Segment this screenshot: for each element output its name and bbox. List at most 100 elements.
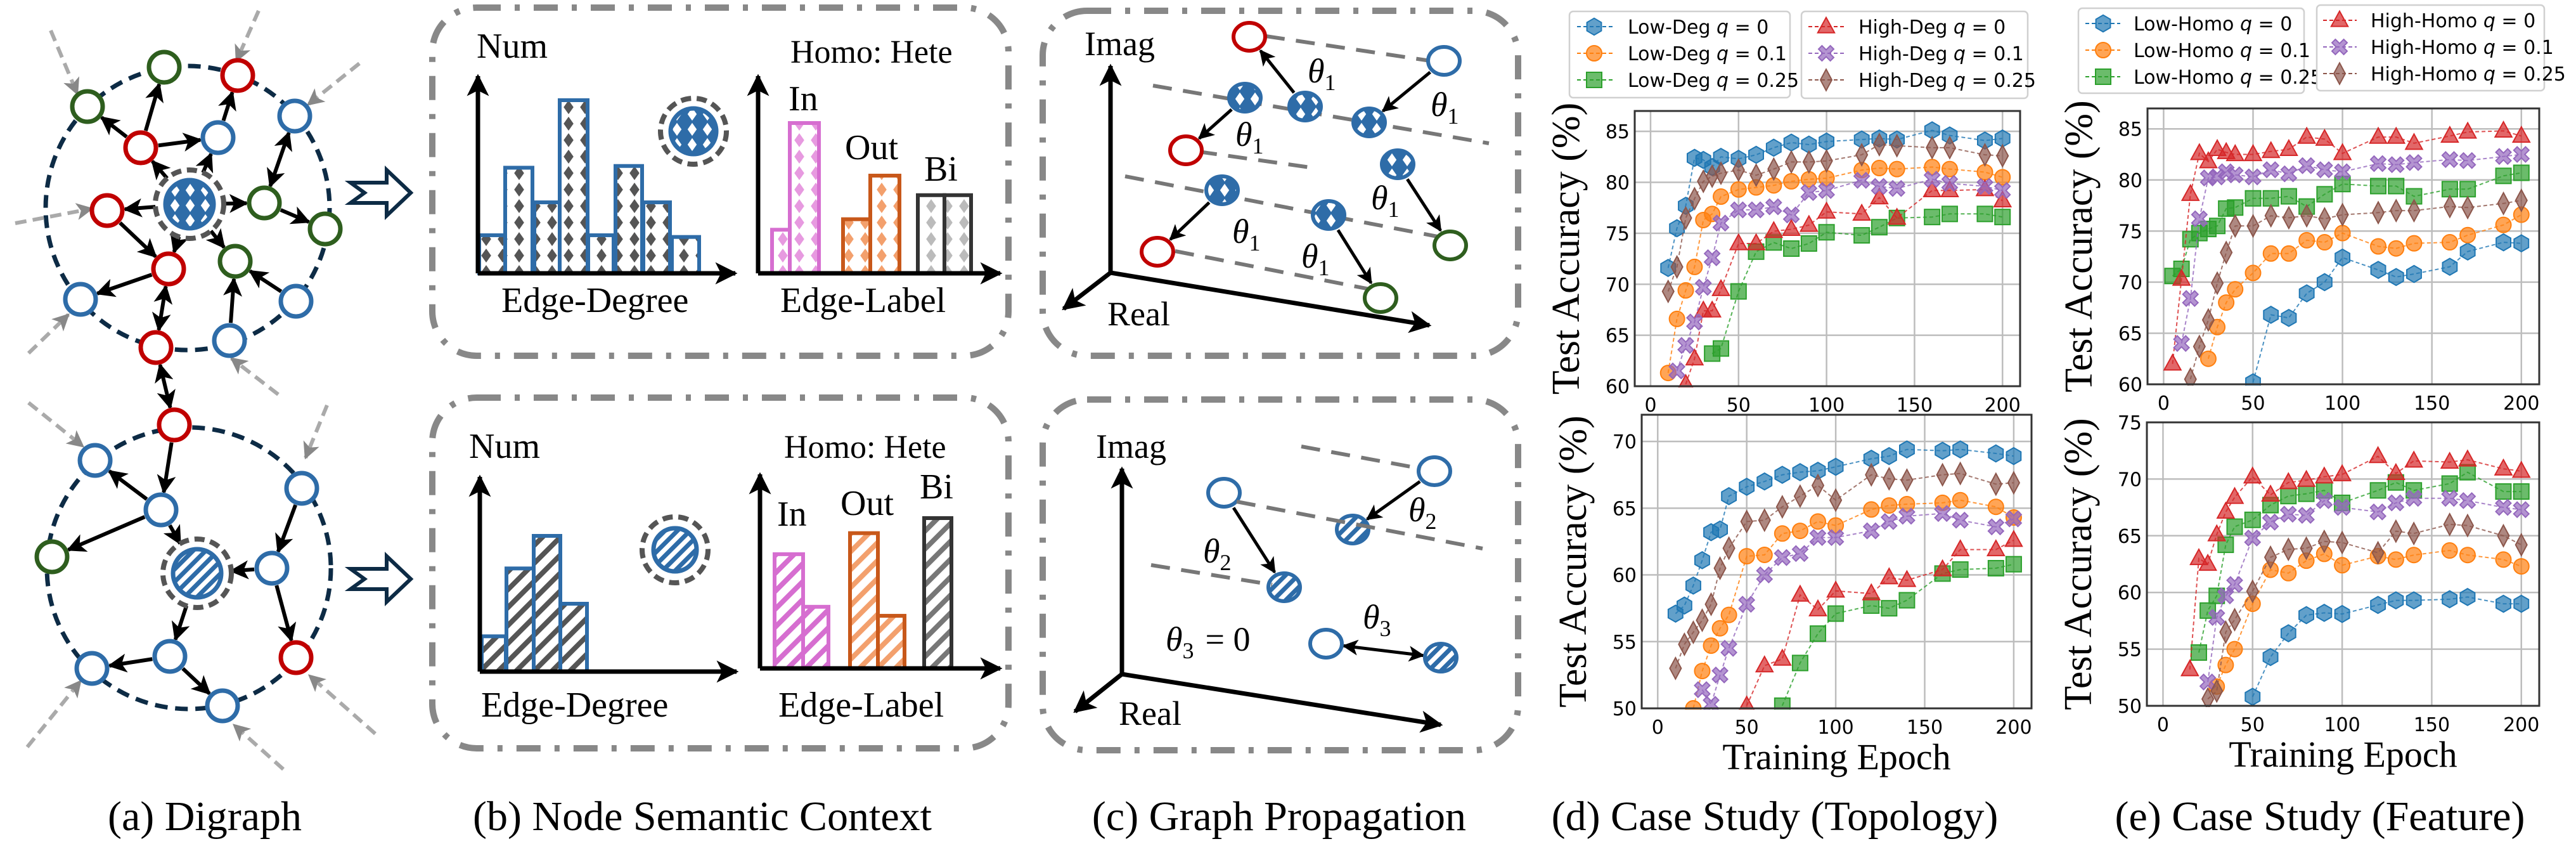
data-point — [2458, 449, 2477, 467]
y-axis-label: Test Accuracy (%) — [1545, 103, 1588, 394]
degree-bar — [586, 233, 615, 276]
incoming-edge-arrow — [49, 29, 80, 96]
data-point — [1987, 498, 2004, 516]
real-axis-label: Real — [1107, 295, 1170, 333]
data-point — [2282, 205, 2296, 230]
data-point — [2210, 679, 2224, 703]
legend-label: High-Deg q = 0.25 — [1858, 70, 2036, 92]
data-point — [2199, 350, 2217, 367]
data-point — [1712, 214, 1730, 232]
legend-item: Low-Homo q = 0 — [2085, 13, 2292, 36]
legend-marker — [2331, 38, 2348, 56]
data-point — [2370, 595, 2386, 615]
phase-plane-line — [1197, 150, 1315, 170]
graph-node — [217, 244, 253, 279]
data-point — [2442, 590, 2458, 609]
imag-axis-label: Imag — [1085, 25, 1155, 63]
x-tick-label: 0 — [2157, 714, 2169, 736]
in-edge-bar — [770, 228, 792, 275]
directed-edge — [205, 228, 226, 249]
graph-node — [74, 651, 110, 686]
data-point — [2441, 234, 2458, 251]
data-point — [1810, 462, 1826, 480]
data-point — [2515, 533, 2528, 557]
graph-node — [1363, 282, 1398, 314]
data-point — [2172, 268, 2191, 286]
data-point — [2263, 306, 2279, 324]
data-point — [1772, 648, 1792, 666]
data-point — [2387, 551, 2404, 568]
legend-marker — [1819, 68, 1833, 92]
theta-label: θ2 — [1408, 491, 1437, 534]
graph-node — [1168, 134, 1204, 166]
data-point — [1791, 523, 1808, 540]
data-point — [1696, 608, 1709, 633]
data-point — [1677, 596, 1692, 615]
data-point — [1993, 190, 2012, 208]
data-point — [2513, 164, 2530, 181]
data-point — [2496, 233, 2511, 252]
data-point — [2280, 624, 2296, 642]
y-tick-label: 85 — [2118, 119, 2142, 141]
data-point — [2207, 524, 2227, 542]
data-point — [2405, 490, 2423, 507]
degree-bar — [503, 166, 534, 275]
data-point — [2300, 204, 2314, 228]
data-point — [1890, 133, 1903, 158]
data-point — [2442, 257, 2458, 276]
data-point — [1713, 188, 1730, 205]
data-point — [2459, 181, 2476, 198]
phase-plane-line — [1175, 249, 1374, 292]
data-point — [2280, 245, 2297, 262]
graph-node — [138, 330, 174, 365]
graph-node — [205, 688, 240, 724]
data-point — [2004, 530, 2023, 547]
legend-label: High-Homo q = 0.25 — [2371, 63, 2566, 86]
data-point — [2335, 530, 2349, 555]
data-point — [1924, 209, 1941, 226]
data-point — [1694, 681, 1711, 698]
data-point — [1712, 520, 1728, 539]
data-point — [1782, 206, 1800, 224]
data-point — [1941, 160, 1958, 178]
data-point — [2388, 178, 2405, 195]
series-line — [2180, 153, 2521, 344]
data-point — [1994, 169, 2011, 186]
data-point — [2282, 537, 2295, 562]
data-point — [1678, 374, 1694, 387]
phase-plane-line — [1265, 34, 1431, 63]
data-point — [1988, 444, 2004, 463]
propagation-box-high-degree — [1040, 8, 1521, 359]
data-point — [1729, 233, 1748, 250]
directed-edge — [1169, 201, 1211, 241]
data-point — [1827, 529, 1845, 547]
directed-edge — [1259, 49, 1296, 94]
real-axis-label: Real — [1119, 694, 1182, 732]
graph-node — [1140, 236, 1175, 268]
data-point — [2440, 126, 2459, 143]
data-point — [2388, 240, 2405, 257]
theta-subscript: 2 — [1426, 509, 1437, 534]
data-point — [2226, 576, 2243, 594]
legend-marker — [1817, 16, 1836, 34]
data-point — [1941, 205, 1958, 223]
incoming-edge-arrow — [307, 673, 377, 736]
graph-node — [1308, 628, 1344, 660]
data-point — [2261, 484, 2280, 502]
legend-label: High-Homo q = 0 — [2371, 10, 2535, 32]
graph-node — [220, 58, 255, 93]
theta-symbol: θ — [1203, 532, 1220, 570]
data-point — [1827, 605, 1845, 622]
data-point — [1784, 150, 1798, 174]
data-point — [1862, 583, 1881, 601]
chart-e-bottom: 0 50 100 150 200 50 55 60 65 70 75 Test Accuracy (%… — [2057, 412, 2541, 775]
data-point — [2246, 214, 2260, 238]
data-point — [2262, 647, 2279, 667]
data-point — [2334, 604, 2350, 623]
data-point — [1721, 487, 1737, 505]
data-point — [2386, 126, 2406, 144]
data-point — [2191, 210, 2208, 228]
phase-plane-line — [1301, 445, 1422, 471]
x-tick-label: 150 — [2414, 714, 2450, 736]
data-point — [1748, 145, 1764, 164]
